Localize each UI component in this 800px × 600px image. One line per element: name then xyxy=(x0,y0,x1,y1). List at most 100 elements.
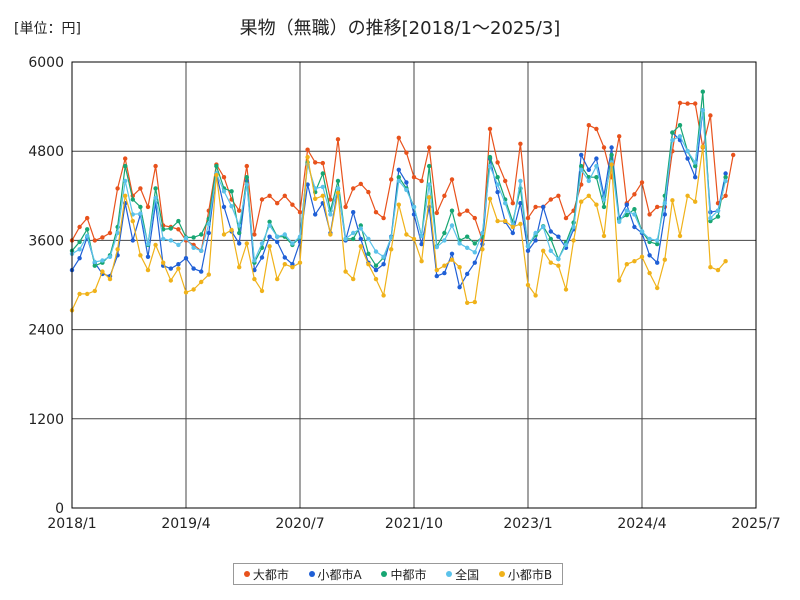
data-point xyxy=(465,271,470,277)
data-point xyxy=(191,266,196,271)
data-point xyxy=(442,270,447,276)
data-point xyxy=(130,218,135,224)
legend-marker xyxy=(243,571,250,577)
series-小都市A xyxy=(69,108,728,290)
data-point xyxy=(259,255,265,260)
data-point xyxy=(343,204,348,210)
data-point xyxy=(396,202,401,207)
data-point xyxy=(366,236,371,242)
data-point xyxy=(700,108,705,113)
data-point xyxy=(183,256,189,261)
data-point xyxy=(495,175,500,180)
data-point xyxy=(586,178,591,184)
data-point xyxy=(670,130,675,135)
data-point xyxy=(183,236,189,241)
data-point xyxy=(138,253,143,258)
data-point xyxy=(328,197,333,202)
data-point xyxy=(100,269,105,274)
legend-item: 小都市A xyxy=(308,566,362,583)
data-point xyxy=(449,208,455,213)
data-point xyxy=(639,254,645,259)
data-point xyxy=(206,272,211,277)
data-point xyxy=(206,230,211,236)
data-point xyxy=(594,202,599,207)
data-point xyxy=(670,198,675,203)
legend-marker xyxy=(446,571,453,577)
data-point xyxy=(199,248,204,253)
data-point xyxy=(449,223,455,228)
data-point xyxy=(161,260,166,265)
data-point xyxy=(176,242,181,248)
data-point xyxy=(313,160,318,165)
legend-label: 小都市B xyxy=(507,567,553,582)
legend-item: 大都市 xyxy=(243,566,289,583)
data-point xyxy=(373,267,379,273)
data-point xyxy=(465,234,470,239)
data-point xyxy=(328,232,333,237)
data-point xyxy=(518,201,523,206)
data-point xyxy=(191,235,196,240)
data-point xyxy=(647,253,652,258)
data-point xyxy=(358,181,363,187)
data-point xyxy=(579,167,584,172)
data-point xyxy=(100,235,105,240)
data-point xyxy=(145,241,151,247)
legend-label: 中都市 xyxy=(390,567,427,582)
data-point xyxy=(373,210,379,215)
data-point xyxy=(503,178,508,184)
data-point xyxy=(305,154,310,160)
data-point xyxy=(366,262,371,267)
data-point xyxy=(715,267,721,273)
data-point xyxy=(541,224,546,230)
data-point xyxy=(442,193,447,198)
data-point xyxy=(404,150,409,155)
data-point xyxy=(685,156,690,161)
data-point xyxy=(92,259,98,265)
data-point xyxy=(594,163,599,169)
data-point xyxy=(647,270,652,276)
data-point xyxy=(541,204,546,210)
data-point xyxy=(685,149,690,154)
data-point xyxy=(351,230,356,236)
data-point xyxy=(723,175,728,180)
data-point xyxy=(145,254,151,259)
data-point xyxy=(115,247,120,252)
data-point xyxy=(419,178,424,184)
data-point xyxy=(487,126,493,132)
data-point xyxy=(677,123,683,128)
data-point xyxy=(427,182,432,187)
data-point xyxy=(594,126,599,132)
data-point xyxy=(267,219,272,224)
data-point xyxy=(685,101,690,106)
data-point xyxy=(624,262,629,267)
data-point xyxy=(358,226,363,231)
data-point xyxy=(191,287,196,292)
series-小都市B xyxy=(69,144,728,313)
data-point xyxy=(708,265,713,270)
y-tick-label: 1200 xyxy=(28,412,64,428)
data-point xyxy=(427,195,432,200)
data-point xyxy=(533,204,538,210)
data-point xyxy=(487,196,493,201)
data-point xyxy=(563,242,569,248)
data-point xyxy=(495,182,500,187)
data-point xyxy=(305,147,310,152)
data-point xyxy=(176,227,181,232)
legend-item: 全国 xyxy=(446,566,479,583)
data-point xyxy=(77,291,82,297)
data-point xyxy=(525,282,531,288)
data-point xyxy=(548,229,553,234)
data-point xyxy=(351,186,356,191)
data-point xyxy=(510,224,515,230)
data-point xyxy=(92,288,98,294)
data-point xyxy=(525,215,531,221)
data-point xyxy=(85,215,90,221)
data-point xyxy=(662,201,667,206)
data-point xyxy=(373,249,379,254)
data-point xyxy=(282,232,287,237)
data-point xyxy=(282,255,287,260)
data-point xyxy=(244,241,249,246)
data-point xyxy=(480,230,485,236)
data-point xyxy=(655,204,660,210)
data-point xyxy=(320,184,325,190)
